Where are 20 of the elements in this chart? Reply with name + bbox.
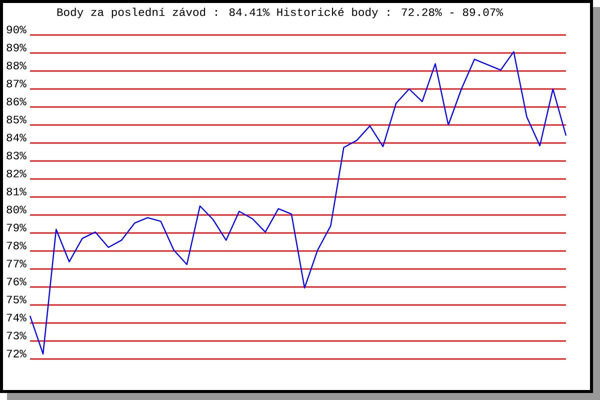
y-tick-label: 90% bbox=[6, 26, 26, 34]
y-tick-label: 86% bbox=[6, 98, 26, 106]
y-tick-label: 75% bbox=[6, 296, 26, 304]
y-tick-label: 80% bbox=[6, 206, 26, 214]
y-tick-label: 76% bbox=[6, 278, 26, 286]
y-tick-label: 77% bbox=[6, 260, 26, 268]
y-tick-label: 83% bbox=[6, 152, 26, 160]
y-tick-label: 89% bbox=[6, 44, 26, 52]
y-tick-label: 79% bbox=[6, 224, 26, 232]
y-tick-label: 82% bbox=[6, 170, 26, 178]
y-tick-label: 73% bbox=[6, 332, 26, 340]
y-tick-label: 84% bbox=[6, 134, 26, 142]
chart-title: Body za poslední závod : 84.41% Historické body : 72.28% - 89.07% bbox=[57, 8, 504, 18]
y-tick-label: 88% bbox=[6, 62, 26, 70]
y-tick-label: 85% bbox=[6, 116, 26, 124]
y-tick-label: 78% bbox=[6, 242, 26, 250]
y-tick-label: 87% bbox=[6, 80, 26, 88]
y-tick-label: 72% bbox=[6, 350, 26, 358]
y-tick-label: 74% bbox=[6, 314, 26, 322]
y-tick-label: 81% bbox=[6, 188, 26, 196]
